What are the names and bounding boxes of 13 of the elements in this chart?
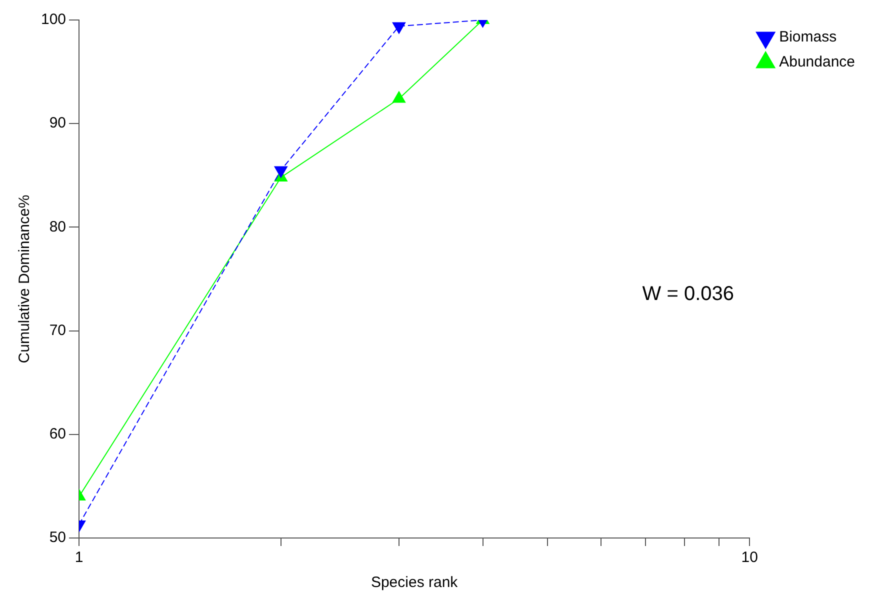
y-tick-label: 90 — [49, 114, 66, 132]
y-tick-label: 60 — [49, 426, 66, 443]
x-tick-label: 10 — [741, 549, 758, 566]
legend-label: Abundance — [779, 54, 856, 71]
x-axis-title: Species rank — [370, 574, 458, 592]
y-tick-label: 100 — [40, 11, 66, 28]
y-tick-label: 70 — [49, 322, 66, 339]
y-tick-label: 80 — [49, 218, 66, 236]
y-tick-label: 50 — [49, 529, 66, 546]
x-tick-label: 1 — [74, 549, 84, 566]
legend-label: Biomass — [779, 28, 837, 46]
y-axis-title: Cumulative Dominance% — [16, 194, 34, 364]
annotation: W = 0.036 — [642, 283, 734, 306]
